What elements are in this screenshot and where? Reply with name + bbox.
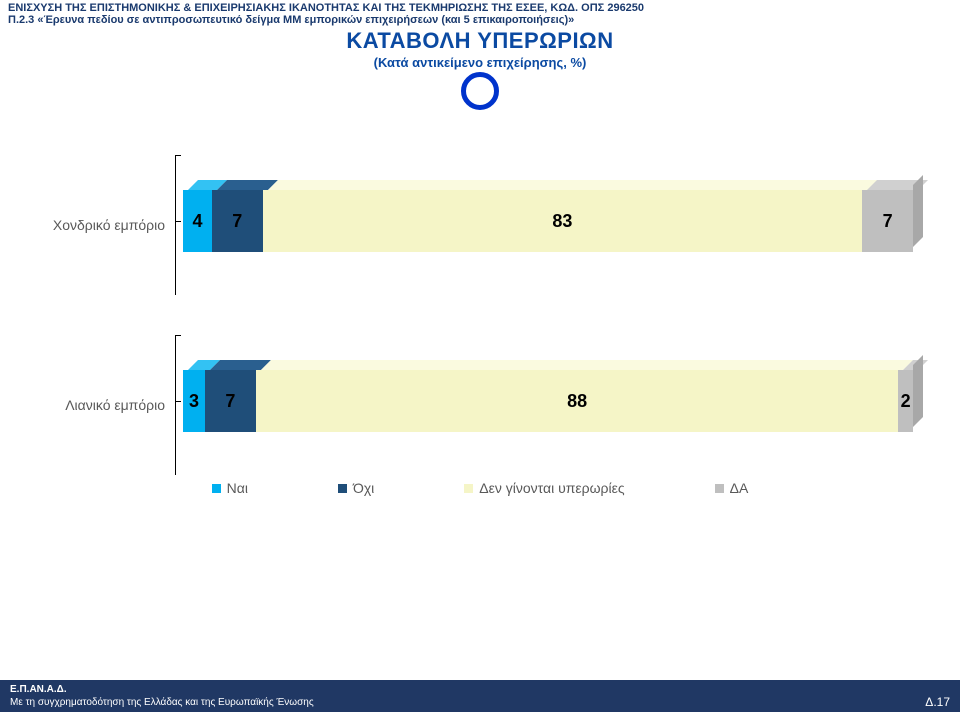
legend-swatch bbox=[338, 484, 347, 493]
title-main: ΚΑΤΑΒΟΛΗ ΥΠΕΡΩΡΙΩΝ bbox=[0, 28, 960, 54]
bar-segment: 7 bbox=[212, 190, 263, 252]
legend-label: Όχι bbox=[353, 480, 374, 496]
stacked-bar: 3 7 88 2 bbox=[183, 370, 940, 432]
segment-value: 83 bbox=[552, 211, 572, 232]
category-label: Χονδρικό εμπόριο bbox=[20, 217, 175, 233]
footer-left: Ε.Π.ΑΝ.Α.Δ. Με τη συγχρηματοδότηση της Ε… bbox=[10, 683, 314, 709]
header: ΕΝΙΣΧΥΣΗ ΤΗΣ ΕΠΙΣΤΗΜΟΝΙΚΗΣ & ΕΠΙΧΕΙΡΗΣΙΑ… bbox=[0, 0, 960, 26]
circle-marker-icon bbox=[461, 72, 499, 110]
bar-segment: 88 bbox=[256, 370, 898, 432]
segment-value: 2 bbox=[901, 391, 911, 412]
footer-cofund: Με τη συγχρηματοδότηση της Ελλάδας και τ… bbox=[10, 697, 314, 708]
legend-label: Δεν γίνονται υπερωρίες bbox=[479, 480, 624, 496]
bar-segment: 2 bbox=[898, 370, 913, 432]
segment-value: 7 bbox=[883, 211, 893, 232]
header-line2: Π.2.3 «Έρευνα πεδίου σε αντιπροσωπευτικό… bbox=[8, 14, 952, 26]
category-label: Λιανικό εμπόριο bbox=[20, 397, 175, 413]
legend-item: Όχι bbox=[338, 480, 374, 496]
legend-label: ΔΑ bbox=[730, 480, 749, 496]
footer: Ε.Π.ΑΝ.Α.Δ. Με τη συγχρηματοδότηση της Ε… bbox=[0, 680, 960, 712]
legend-swatch bbox=[715, 484, 724, 493]
title-sub: (Κατά αντικείμενο επιχείρησης, %) bbox=[0, 55, 960, 70]
bar-segment: 7 bbox=[205, 370, 256, 432]
legend-item: ΔΑ bbox=[715, 480, 749, 496]
bar-segment: 4 bbox=[183, 190, 212, 252]
segment-value: 3 bbox=[189, 391, 199, 412]
bar-segment: 7 bbox=[862, 190, 913, 252]
bar-segment: 83 bbox=[263, 190, 863, 252]
chart-row: Λιανικό εμπόριο 3 7 88 2 bbox=[20, 370, 940, 440]
segment-value: 88 bbox=[567, 391, 587, 412]
title-block: ΚΑΤΑΒΟΛΗ ΥΠΕΡΩΡΙΩΝ (Κατά αντικείμενο επι… bbox=[0, 28, 960, 110]
chart-row: Χονδρικό εμπόριο 4 7 83 7 bbox=[20, 190, 940, 260]
bar-zone: 4 7 83 7 bbox=[175, 190, 940, 260]
bar-zone: 3 7 88 2 bbox=[175, 370, 940, 440]
segment-value: 7 bbox=[232, 211, 242, 232]
header-line1: ΕΝΙΣΧΥΣΗ ΤΗΣ ΕΠΙΣΤΗΜΟΝΙΚΗΣ & ΕΠΙΧΕΙΡΗΣΙΑ… bbox=[8, 2, 952, 14]
legend-swatch bbox=[464, 484, 473, 493]
legend: Ναι Όχι Δεν γίνονται υπερωρίες ΔΑ bbox=[20, 480, 940, 496]
page-number: Δ.17 bbox=[925, 695, 950, 709]
chart-area: Χονδρικό εμπόριο 4 7 83 7 Λιανικό εμπόριο 3 7 88… bbox=[20, 190, 940, 496]
stacked-bar: 4 7 83 7 bbox=[183, 190, 940, 252]
segment-value: 7 bbox=[225, 391, 235, 412]
legend-swatch bbox=[212, 484, 221, 493]
bar-segment: 3 bbox=[183, 370, 205, 432]
legend-label: Ναι bbox=[227, 480, 248, 496]
legend-item: Ναι bbox=[212, 480, 248, 496]
legend-item: Δεν γίνονται υπερωρίες bbox=[464, 480, 624, 496]
footer-program: Ε.Π.ΑΝ.Α.Δ. bbox=[10, 684, 67, 695]
segment-value: 4 bbox=[192, 211, 202, 232]
